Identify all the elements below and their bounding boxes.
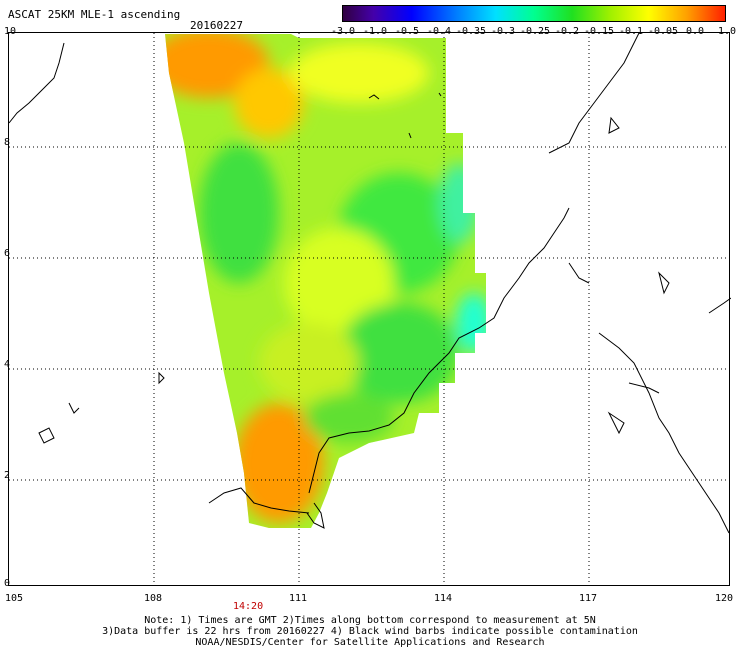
- y-axis-label: 2: [4, 470, 11, 481]
- map-title: ASCAT 25KM MLE-1 ascending: [8, 8, 181, 21]
- note-line-1: Note: 1) Times are GMT 2)Times along bot…: [144, 615, 596, 626]
- colorbar-label: -0.05: [647, 26, 679, 37]
- map-svg: [9, 33, 731, 587]
- colorbar-label: -0.4: [426, 26, 452, 37]
- colorbar: [342, 5, 726, 22]
- x-axis-label: 111: [288, 593, 308, 604]
- y-axis-label: 4: [4, 359, 11, 370]
- colorbar-label: -0.25: [519, 26, 551, 37]
- x-axis-label: 117: [578, 593, 598, 604]
- colorbar-label: -0.3: [490, 26, 516, 37]
- x-axis-label: 114: [433, 593, 453, 604]
- x-axis-label: 108: [143, 593, 163, 604]
- map-panel: [8, 32, 731, 587]
- y-axis-label: 6: [4, 248, 11, 259]
- colorbar-label: -0.2: [554, 26, 580, 37]
- coastlines: [9, 33, 731, 534]
- map-date: 20160227: [190, 19, 243, 32]
- y-axis-label: 8: [4, 137, 11, 148]
- colorbar-label: -0.35: [455, 26, 487, 37]
- colorbar-label: -0.15: [583, 26, 615, 37]
- colorbar-label: -0.1: [618, 26, 644, 37]
- y-axis-label: 0: [4, 578, 11, 589]
- colorbar-labels: -3.0 -1.0 -0.5 -0.4 -0.35 -0.3 -0.25 -0.2 -0.15-…: [331, 26, 737, 38]
- colorbar-label: -1.0: [362, 26, 388, 37]
- colorbar-label: -0.5: [394, 26, 420, 37]
- colorbar-label: 0.0: [685, 26, 705, 37]
- colorbar-label: 1.0: [717, 26, 737, 37]
- x-axis-label: 105: [4, 593, 24, 604]
- wind-swath: [165, 34, 486, 528]
- colorbar-label: -3.0: [330, 26, 356, 37]
- time-label: 14:20: [233, 601, 264, 612]
- note-line-2: 3)Data buffer is 22 hrs from 20160227 4)…: [102, 626, 638, 637]
- lat-lon-grid: [9, 33, 731, 587]
- x-axis-label: 120: [714, 593, 734, 604]
- note-line-3: NOAA/NESDIS/Center for Satellite Applica…: [195, 637, 545, 648]
- y-axis-label: 10: [4, 26, 17, 37]
